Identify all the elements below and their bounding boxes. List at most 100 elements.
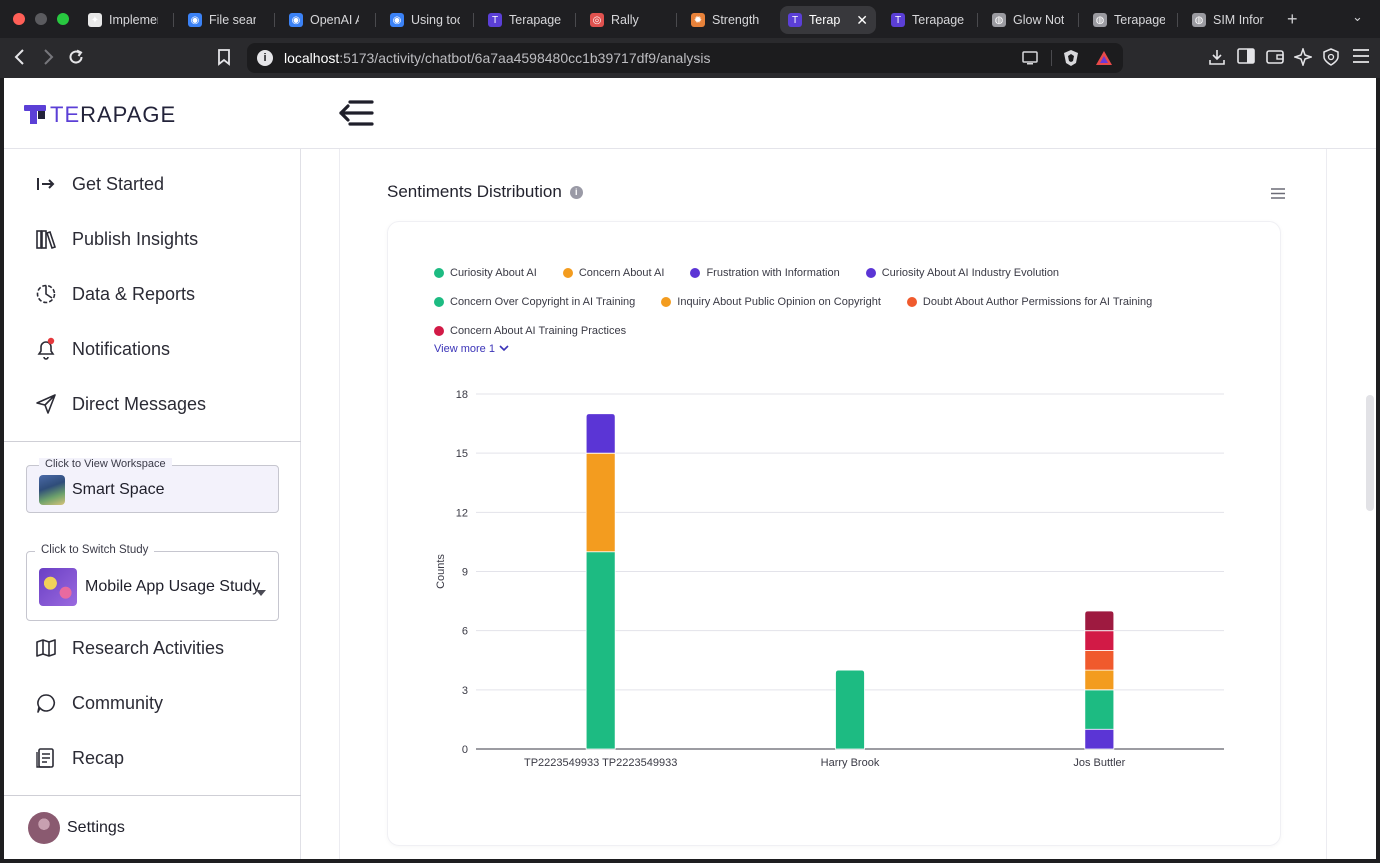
sidebar-toggle-icon[interactable] — [1237, 48, 1255, 69]
bar-segment[interactable] — [1084, 630, 1115, 651]
sidebar-item-recap[interactable]: Recap — [34, 746, 124, 770]
legend-label: Curiosity About AI Industry Evolution — [881, 266, 1060, 279]
bar-segment[interactable] — [585, 452, 616, 553]
close-window-button[interactable] — [13, 13, 25, 25]
legend-row: Concern About AI Training Practices — [434, 316, 1234, 345]
wallet-icon[interactable] — [1266, 48, 1284, 69]
leo-ai-icon[interactable] — [1292, 46, 1314, 71]
view-more-link[interactable]: View more 1 — [434, 343, 509, 355]
legend-item[interactable]: Concern Over Copyright in AI Training — [434, 296, 635, 308]
reload-icon[interactable] — [67, 48, 85, 71]
browser-tab[interactable]: ◍ SIM Inforr — [1184, 6, 1272, 34]
legend-swatch — [434, 296, 444, 307]
legend-item[interactable]: Curiosity About AI Industry Evolution — [865, 266, 1060, 279]
legend-item[interactable]: Concern About AI Training Practices — [434, 325, 626, 337]
caret-down-icon — [256, 583, 266, 601]
y-tick-label: 12 — [456, 507, 468, 519]
site-info-icon[interactable]: i — [257, 50, 273, 66]
browser-tab[interactable]: ✦ Implemen — [80, 6, 166, 34]
legend-item[interactable]: Doubt About Author Permissions for AI Tr… — [906, 296, 1152, 308]
bar-segment[interactable] — [1084, 728, 1115, 750]
chart-menu-icon[interactable] — [1271, 186, 1285, 199]
workspace-caption: Click to View Workspace — [39, 458, 172, 470]
browser-tab[interactable]: T Terapage — [883, 6, 973, 34]
browser-tab[interactable]: ◉ OpenAI A — [281, 6, 367, 34]
workspace-selector[interactable]: Click to View Workspace Smart Space — [26, 458, 279, 513]
back-icon[interactable] — [12, 48, 28, 71]
browser-menu-icon[interactable] — [1352, 48, 1370, 69]
settings-label: Settings — [67, 819, 125, 836]
forward-icon[interactable] — [40, 48, 56, 71]
y-tick-label: 9 — [462, 567, 468, 579]
browser-tab[interactable]: ✹ Strength — [683, 6, 769, 34]
sidebar-divider — [4, 441, 301, 442]
bar-segment[interactable] — [835, 669, 865, 750]
cast-icon[interactable] — [1022, 51, 1038, 70]
chat-bubble-icon — [34, 691, 58, 715]
browser-tab[interactable]: T Terap ✕ — [780, 6, 876, 34]
tab-label: Rally — [611, 13, 639, 27]
address-bar[interactable]: i localhost:5173/activity/chatbot/6a7aa4… — [247, 43, 1123, 73]
sidebar-item-notifications[interactable]: Notifications — [34, 337, 170, 361]
x-tick-label: Harry Brook — [821, 757, 880, 769]
tab-favicon-icon: ◍ — [992, 13, 1006, 27]
legend-item[interactable]: Inquiry About Public Opinion on Copyrigh… — [661, 296, 881, 308]
bar-segment[interactable] — [1084, 649, 1115, 671]
tab-favicon-icon: ✦ — [88, 13, 102, 27]
legend-swatch — [906, 296, 917, 307]
study-selector[interactable]: Click to Switch Study Mobile App Usage S… — [26, 544, 279, 621]
browser-tab[interactable]: ◎ Rally — [582, 6, 670, 34]
settings-link[interactable]: Settings — [28, 812, 125, 844]
y-tick-label: 3 — [462, 685, 468, 697]
study-name: Mobile App Usage Study — [85, 578, 261, 595]
legend-item[interactable]: Frustration with Information — [690, 267, 840, 279]
collapse-menu-icon[interactable] — [338, 98, 374, 128]
browser-tab[interactable]: ◉ Using too — [382, 6, 468, 34]
browser-tab[interactable]: ◍ Terapage — [1085, 6, 1173, 34]
tab-label: SIM Inforr — [1213, 13, 1264, 27]
chevron-down-icon — [499, 343, 509, 355]
minimize-window-button[interactable] — [35, 13, 47, 25]
sidebar-item-community[interactable]: Community — [34, 691, 163, 715]
bell-icon — [34, 337, 58, 361]
chart-title-text: Sentiments Distribution — [387, 182, 562, 201]
legend-item[interactable]: Curiosity About AI — [434, 267, 537, 279]
bar-segment[interactable] — [585, 413, 616, 454]
browser-tab[interactable]: ◍ Glow Not — [984, 6, 1072, 34]
books-icon — [34, 227, 58, 251]
browser-tab[interactable]: ◉ File searc — [180, 6, 264, 34]
sidebar-item-publish-insights[interactable]: Publish Insights — [34, 227, 198, 251]
bar-segment[interactable] — [1084, 689, 1115, 730]
terapage-logo[interactable]: TERAPAGE — [24, 102, 176, 128]
sidebar-item-data-reports[interactable]: Data & Reports — [34, 282, 195, 306]
tab-label: OpenAI A — [310, 13, 359, 27]
maximize-window-button[interactable] — [57, 13, 69, 25]
legend-item[interactable]: Concern About AI — [562, 267, 664, 279]
sidebar-item-get-started[interactable]: Get Started — [34, 172, 164, 196]
sidebar-item-label: Community — [72, 692, 164, 713]
bar-segment[interactable] — [585, 551, 616, 750]
view-more-label: View more 1 — [434, 343, 495, 355]
page-scrollbar[interactable] — [1366, 395, 1374, 511]
sidebar-item-research-activities[interactable]: Research Activities — [34, 636, 224, 660]
chart-card: Curiosity About AI Concern About AI Frustr… — [387, 221, 1281, 846]
new-tab-button[interactable]: + — [1287, 9, 1298, 29]
download-icon[interactable] — [1208, 48, 1226, 71]
bar-segment[interactable] — [1084, 669, 1115, 691]
login-arrow-icon — [34, 172, 58, 196]
y-axis-label: Counts — [435, 554, 447, 589]
brave-shield-icon[interactable] — [1063, 49, 1079, 72]
vpn-shield-icon[interactable] — [1323, 48, 1339, 71]
bar-segment[interactable] — [1084, 610, 1115, 632]
info-icon[interactable]: i — [569, 185, 583, 199]
app-header: TERAPAGE — [4, 78, 1376, 149]
close-tab-icon[interactable]: ✕ — [856, 11, 868, 28]
sidebar-item-direct-messages[interactable]: Direct Messages — [34, 392, 206, 416]
brave-rewards-icon[interactable] — [1095, 50, 1113, 71]
main-content: Sentiments Distribution i Curiosity Abou… — [301, 149, 1376, 859]
tab-label: Terapage — [912, 13, 965, 27]
bookmark-icon[interactable] — [217, 48, 231, 71]
tab-list-chevron-icon[interactable]: ⌄ — [1352, 9, 1363, 24]
browser-tab[interactable]: T Terapage — [480, 6, 570, 34]
sidebar-item-label: Publish Insights — [72, 228, 199, 249]
